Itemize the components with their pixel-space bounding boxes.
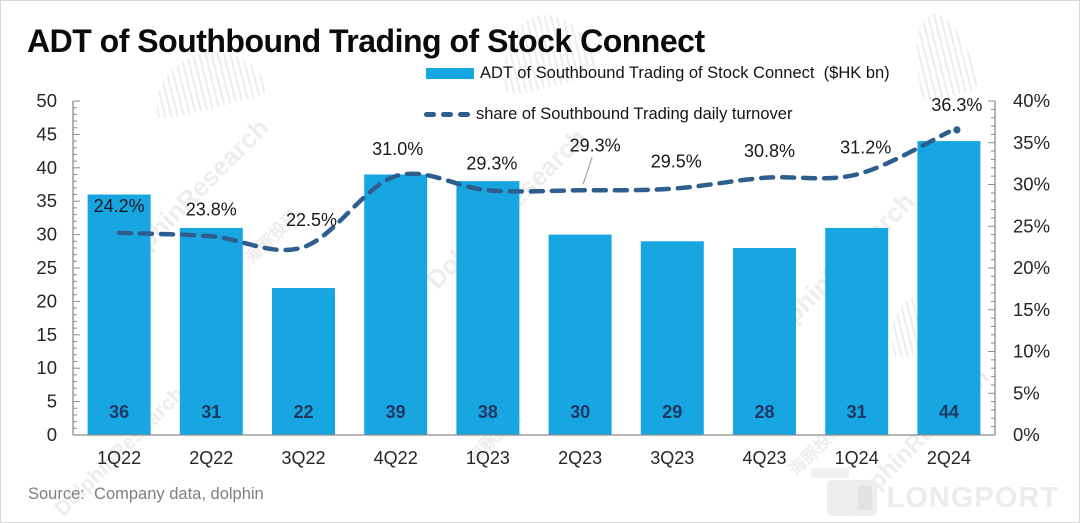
adt-bar: [917, 141, 981, 435]
bar-value-label: 28: [754, 402, 774, 422]
bar-value-label: 39: [386, 402, 406, 422]
right-axis-tick-label: 30%: [1013, 174, 1050, 195]
left-axis-tick-label: 30: [36, 224, 57, 245]
right-axis-tick-label: 0%: [1013, 424, 1040, 445]
bar-value-label: 31: [201, 402, 221, 422]
turnover-share-point-label: 31.0%: [372, 139, 423, 159]
left-axis-tick-label: 50: [36, 90, 57, 111]
x-axis-tick-label: 3Q22: [281, 448, 325, 468]
adt-bar: [364, 174, 428, 436]
x-axis-tick-label: 2Q24: [927, 448, 971, 468]
turnover-share-point-label: 22.5%: [286, 210, 337, 230]
x-axis-tick-label: 1Q24: [835, 448, 879, 468]
legend-item-turnover-share-line: share of Southbound Trading daily turnov…: [424, 105, 792, 124]
x-axis-tick-label: 4Q22: [374, 448, 418, 468]
adt-bar: [272, 288, 335, 435]
turnover-share-point-label: 36.3%: [931, 95, 982, 115]
dashed-line-swatch-icon: [424, 112, 470, 117]
longport-logo: LONGPORT: [810, 468, 1059, 516]
bar-value-label: 30: [570, 402, 590, 422]
turnover-share-point-label: 29.5%: [651, 152, 702, 172]
left-axis-tick-label: 0: [47, 424, 57, 445]
left-axis-tick-label: 35: [36, 190, 57, 211]
left-axis-tick-label: 20: [36, 290, 57, 311]
turnover-share-point-label: 30.8%: [744, 141, 795, 161]
data-label-leader-line: [582, 157, 593, 185]
right-axis-tick-label: 15%: [1013, 299, 1050, 320]
bar-value-label: 31: [847, 402, 867, 422]
bar-value-label: 36: [109, 402, 129, 422]
turnover-share-dashed-line: [116, 129, 952, 253]
legend-item-adt-bars: ADT of Southbound Trading of Stock Conne…: [426, 64, 890, 83]
bar-value-label: 44: [939, 402, 959, 422]
left-axis-tick-label: 5: [47, 391, 57, 412]
turnover-share-point-label: 29.3%: [466, 153, 517, 173]
bar-value-label: 38: [478, 402, 498, 422]
x-axis-tick-label: 2Q22: [189, 448, 233, 468]
left-axis-tick-label: 40: [36, 157, 57, 178]
turnover-share-point-label: 31.2%: [840, 137, 891, 157]
x-axis-tick-label: 1Q22: [97, 448, 141, 468]
bar-series-swatch-icon: [426, 68, 474, 79]
left-axis-tick-label: 25: [36, 257, 57, 278]
adt-bar: [825, 227, 889, 435]
x-axis-tick-label: 3Q23: [650, 448, 694, 468]
adt-bar: [548, 234, 612, 435]
x-axis-tick-label: 2Q23: [558, 448, 602, 468]
bar-value-label: 29: [662, 402, 682, 422]
adt-bar: [733, 247, 796, 435]
turnover-share-point-label: 29.3%: [570, 135, 621, 155]
adt-bar: [87, 194, 151, 435]
left-axis-tick-label: 10: [36, 357, 57, 378]
left-axis-tick-label: 45: [36, 123, 57, 144]
left-axis-tick-label: 15: [36, 324, 57, 345]
right-axis-tick-label: 25%: [1013, 215, 1050, 236]
turnover-share-point-label: 23.8%: [186, 199, 237, 219]
right-axis-tick-label: 5%: [1013, 382, 1040, 403]
right-axis-tick-label: 10%: [1013, 341, 1050, 362]
speech-bubble-icon: [810, 468, 877, 516]
logo-wordmark: LONGPORT: [886, 481, 1059, 514]
x-axis-tick-label: 1Q23: [466, 448, 510, 468]
bar-value-label: 22: [293, 402, 313, 422]
adt-bar: [640, 241, 704, 435]
right-axis-tick-label: 40%: [1013, 90, 1050, 111]
adt-bar: [456, 181, 520, 435]
chart-title: ADT of Southbound Trading of Stock Conne…: [27, 23, 705, 59]
turnover-share-point-label: 24.2%: [94, 196, 145, 216]
x-axis-tick-label: 4Q23: [742, 448, 786, 468]
legend-label: ADT of Southbound Trading of Stock Conne…: [480, 64, 890, 82]
adt-bar: [179, 227, 243, 435]
source-note: Source: Company data, dolphin: [28, 485, 264, 503]
line-end-point-marker: [953, 126, 961, 134]
right-axis-tick-label: 35%: [1013, 132, 1050, 153]
right-axis-tick-label: 20%: [1013, 257, 1050, 278]
legend-label: share of Southbound Trading daily turnov…: [476, 105, 793, 123]
